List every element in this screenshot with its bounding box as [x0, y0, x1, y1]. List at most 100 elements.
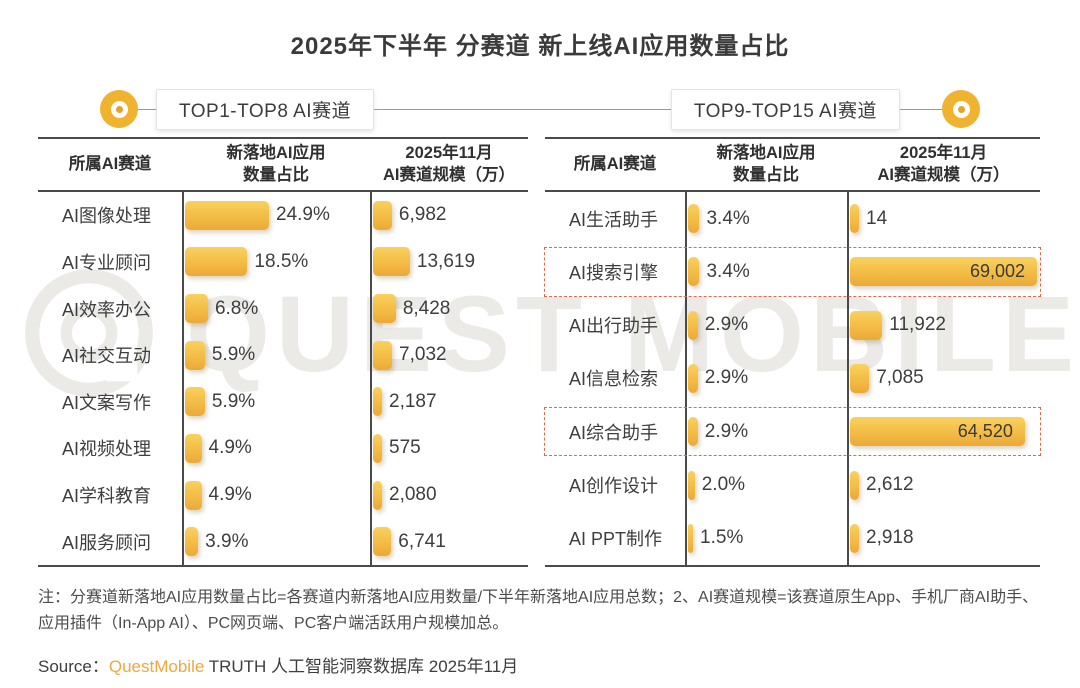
tables-container: 所属AI赛道 新落地AI应用 数量占比 2025年11月 AI赛道规模（万） A… [38, 137, 1042, 567]
table-top9-top15: 所属AI赛道 新落地AI应用 数量占比 2025年11月 AI赛道规模（万） A… [544, 137, 1041, 567]
share-value: 2.0% [701, 474, 746, 496]
table-row: AI生活助手 3.4% 14 [545, 192, 1040, 245]
track-label: AI文案写作 [62, 392, 152, 413]
scale-bar [373, 294, 396, 324]
share-bar [185, 480, 202, 510]
table-body: AI图像处理 24.9% 6,982 AI专业顾问 18.5% 13,619 AI效率办公 6… [38, 192, 528, 567]
track-label: AI出行助手 [569, 316, 659, 337]
share-value: 24.9% [276, 204, 330, 226]
scale-value: 13,619 [416, 250, 476, 272]
track-label: AI综合助手 [569, 422, 659, 443]
table-header: 所属AI赛道 新落地AI应用 数量占比 2025年11月 AI赛道规模（万） [545, 137, 1040, 192]
bullet-circle-icon [100, 90, 138, 128]
section-badges-band: TOP1-TOP8 AI赛道 TOP9-TOP15 AI赛道 [0, 88, 1080, 130]
scale-value: 2,187 [389, 390, 437, 412]
table-row-highlighted: AI搜索引擎 3.4% 69,002 [544, 245, 1041, 298]
column-header-share: 新落地AI应用 数量占比 [226, 143, 326, 184]
track-label: AI信息检索 [569, 369, 659, 390]
scale-cell: 2,612 [847, 470, 1040, 500]
track-label: AI搜索引擎 [569, 262, 659, 283]
bullet-circle-icon [942, 90, 980, 128]
scale-cell: 6,982 [370, 200, 528, 230]
scale-cell: 7,085 [847, 363, 1040, 393]
share-bar [688, 310, 698, 340]
track-label: AI PPT制作 [569, 529, 663, 550]
scale-cell: 575 [370, 433, 528, 463]
scale-cell: 6,741 [370, 527, 528, 557]
scale-bar [850, 470, 859, 500]
table-row: AI效率办公 6.8% 8,428 [38, 285, 528, 332]
scale-value: 7,085 [876, 367, 924, 389]
table-body: AI生活助手 3.4% 14 AI搜索引擎 3.4% 69,002 AI出行助手 2.9% 11… [544, 192, 1041, 567]
share-bar [185, 527, 199, 557]
scale-cell: 2,187 [370, 387, 528, 417]
track-label: AI视频处理 [62, 439, 152, 460]
share-bar [185, 340, 205, 370]
track-label: AI图像处理 [62, 206, 152, 227]
share-bar [185, 247, 248, 277]
scale-bar [373, 340, 393, 370]
table-row: AI文案写作 5.9% 2,187 [38, 379, 528, 426]
share-cell: 6.8% [182, 294, 370, 324]
scale-cell: 11,922 [847, 310, 1040, 340]
share-cell: 5.9% [182, 387, 370, 417]
scale-bar [850, 363, 870, 393]
scale-bar [373, 387, 382, 417]
share-value: 5.9% [211, 390, 256, 412]
source-prefix: Source： [38, 657, 109, 677]
track-label: AI学科教育 [62, 486, 152, 507]
scale-cell: 8,428 [370, 294, 528, 324]
share-bar [185, 387, 205, 417]
scale-cell: 14 [847, 204, 1040, 234]
track-label: AI专业顾问 [62, 252, 152, 273]
table-row: AI视频处理 4.9% 575 [38, 425, 528, 472]
track-label: AI服务顾问 [62, 532, 152, 553]
share-value: 1.5% [700, 527, 744, 549]
scale-value: 6,741 [398, 530, 446, 552]
share-cell: 2.9% [685, 363, 847, 393]
share-value: 18.5% [254, 250, 309, 272]
table-row: AI服务顾问 3.9% 6,741 [38, 518, 528, 565]
scale-bar [373, 527, 392, 557]
share-value: 3.4% [706, 260, 750, 282]
source-rest: TRUTH 人工智能洞察数据库 2025年11月 [204, 657, 519, 677]
table-row-highlighted: AI综合助手 2.9% 64,520 [544, 405, 1041, 458]
column-header-share: 新落地AI应用 数量占比 [716, 143, 816, 184]
scale-bar [373, 433, 382, 463]
share-bar [185, 433, 202, 463]
share-cell: 4.9% [182, 480, 370, 510]
scale-bar [373, 247, 410, 277]
share-cell: 24.9% [182, 200, 370, 230]
scale-bar [373, 200, 392, 230]
column-header-scale: 2025年11月 AI赛道规模（万） [383, 143, 515, 184]
footnote: 注：分赛道新落地AI应用数量占比=各赛道内新落地AI应用数量/下半年新落地AI应… [38, 589, 1039, 632]
share-bar [688, 417, 698, 447]
scale-value: 64,520 [957, 421, 1013, 442]
scale-value: 14 [866, 207, 888, 229]
share-bar [688, 363, 698, 393]
table-row: AI专业顾问 18.5% 13,619 [38, 239, 528, 286]
table-row: AI出行助手 2.9% 11,922 [545, 299, 1040, 352]
connector-line [900, 108, 942, 110]
share-cell: 2.0% [685, 470, 847, 500]
share-value: 3.4% [706, 207, 750, 229]
table-row: AI学科教育 4.9% 2,080 [38, 472, 528, 519]
share-value: 2.9% [704, 420, 749, 442]
table-row: AI PPT制作 1.5% 2,918 [545, 512, 1040, 565]
share-bar [185, 200, 269, 230]
share-value: 2.9% [704, 314, 749, 336]
share-cell: 4.9% [182, 433, 370, 463]
scale-bar [373, 480, 382, 510]
share-cell: 5.9% [182, 340, 370, 370]
share-bar [688, 470, 695, 500]
badge-top9-top15: TOP9-TOP15 AI赛道 [670, 88, 900, 130]
share-cell: 3.9% [182, 527, 370, 557]
share-cell: 3.4% [685, 257, 847, 287]
scale-value: 7,032 [399, 344, 447, 366]
badge-top1-top8: TOP1-TOP8 AI赛道 [156, 88, 375, 130]
share-cell: 18.5% [182, 247, 370, 277]
table-row: AI创作设计 2.0% 2,612 [545, 458, 1040, 511]
scale-value: 2,612 [866, 474, 914, 496]
column-header-track: 所属AI赛道 [573, 154, 657, 173]
